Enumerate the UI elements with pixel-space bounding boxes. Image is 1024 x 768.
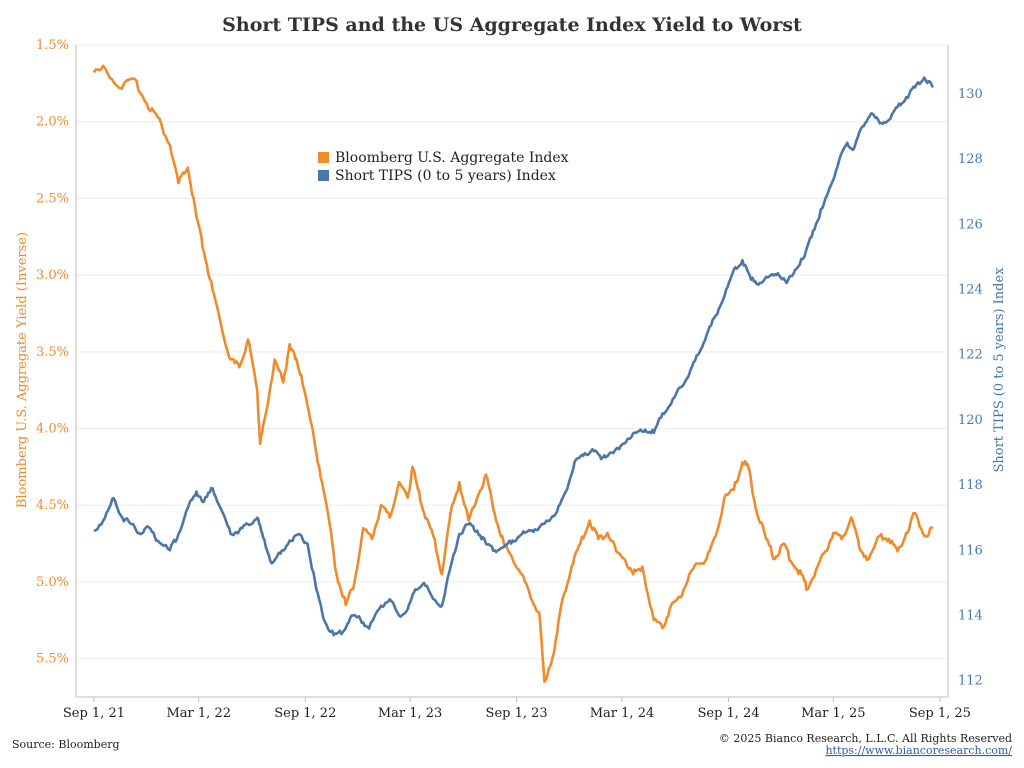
right-tick-label: 122 — [958, 348, 983, 363]
left-tick-label: 2.0% — [36, 115, 69, 130]
x-tick-label: Mar 1, 24 — [590, 706, 655, 721]
right-tick-label: 114 — [958, 609, 983, 624]
left-tick-label: 1.5% — [36, 38, 69, 53]
x-tick-label: Sep 1, 23 — [486, 706, 548, 721]
gridlines — [76, 44, 948, 660]
legend-label-aggregate: Bloomberg U.S. Aggregate Index — [335, 150, 569, 166]
x-tick-label: Sep 1, 21 — [63, 706, 125, 721]
left-tick-label: 3.5% — [36, 345, 69, 360]
right-tick-label: 120 — [958, 413, 983, 428]
right-tick-label: 124 — [958, 283, 983, 298]
left-tick-label: 4.0% — [36, 422, 69, 437]
axis-lines — [75, 45, 949, 698]
right-tick-label: 130 — [958, 87, 983, 102]
legend: Bloomberg U.S. Aggregate Index Short TIP… — [318, 150, 569, 184]
website-link[interactable]: https://www.biancoresearch.com/ — [825, 744, 1012, 757]
source-note: Source: Bloomberg — [12, 738, 120, 751]
right-tick-label: 116 — [958, 543, 983, 558]
left-tick-label: 4.5% — [36, 498, 69, 513]
right-tick-label: 126 — [958, 217, 983, 232]
left-tick-label: 5.0% — [36, 575, 69, 590]
short-tips-line — [93, 76, 935, 637]
left-axis-ticks: 1.5% 2.0% 2.5% 3.0% 3.5% 4.0% 4.5% 5.0% 5.5% — [36, 38, 69, 667]
chart-title: Short TIPS and the US Aggregate Index Yi… — [222, 14, 802, 36]
legend-label-tips: Short TIPS (0 to 5 years) Index — [335, 168, 556, 184]
x-tick-label: Sep 1, 24 — [697, 706, 759, 721]
x-tick-label: Mar 1, 23 — [378, 706, 443, 721]
right-axis-ticks: 112 114 116 118 120 122 124 126 128 130 — [958, 87, 983, 689]
x-tick-label: Sep 1, 25 — [909, 706, 971, 721]
right-tick-label: 128 — [958, 152, 983, 167]
x-tick-label: Mar 1, 25 — [801, 706, 866, 721]
series-lines — [92, 64, 935, 683]
x-tick-label: Sep 1, 22 — [274, 706, 336, 721]
x-tick-label: Mar 1, 22 — [167, 706, 232, 721]
aggregate-yield-line — [92, 64, 934, 683]
legend-swatch-tips — [318, 170, 329, 181]
copyright-note: © 2025 Bianco Research, L.L.C. All Right… — [719, 732, 1012, 745]
left-axis-title: Bloomberg U.S. Aggregate Yield (Inverse) — [15, 232, 30, 508]
legend-swatch-aggregate — [318, 152, 329, 163]
right-axis-title: Short TIPS (0 to 5 years) Index — [992, 267, 1007, 473]
left-tick-label: 5.5% — [36, 652, 69, 667]
x-axis-ticks: Sep 1, 21 Mar 1, 22 Sep 1, 22 Mar 1, 23 Sep … — [63, 697, 971, 721]
left-tick-label: 2.5% — [36, 191, 69, 206]
right-tick-label: 112 — [958, 674, 983, 689]
right-tick-label: 118 — [958, 478, 983, 493]
left-tick-label: 3.0% — [36, 268, 69, 283]
